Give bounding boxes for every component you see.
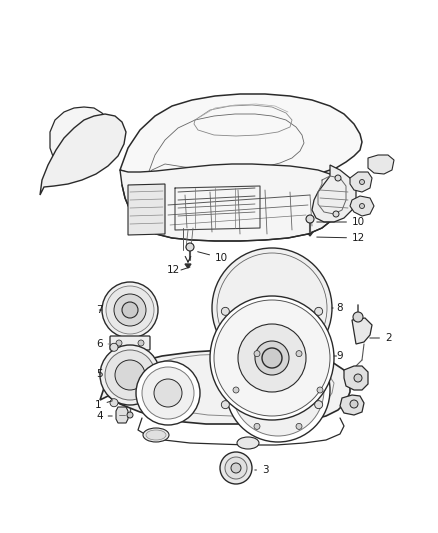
Text: 4: 4 xyxy=(96,411,112,421)
Polygon shape xyxy=(367,155,393,174)
Circle shape xyxy=(231,344,323,436)
Circle shape xyxy=(221,401,229,409)
Circle shape xyxy=(102,282,158,338)
Polygon shape xyxy=(349,196,373,216)
Text: 12: 12 xyxy=(166,265,180,275)
Polygon shape xyxy=(128,184,165,235)
Polygon shape xyxy=(120,164,339,241)
Circle shape xyxy=(233,387,238,393)
Circle shape xyxy=(334,175,340,181)
Circle shape xyxy=(305,215,313,223)
Circle shape xyxy=(154,379,182,407)
Circle shape xyxy=(261,348,281,368)
Circle shape xyxy=(186,243,194,251)
Ellipse shape xyxy=(146,430,166,440)
Circle shape xyxy=(249,362,305,418)
Circle shape xyxy=(219,452,251,484)
Polygon shape xyxy=(120,94,361,182)
Circle shape xyxy=(212,248,331,368)
FancyBboxPatch shape xyxy=(110,336,150,350)
Circle shape xyxy=(254,341,288,375)
Circle shape xyxy=(225,457,247,479)
Polygon shape xyxy=(343,378,353,388)
Circle shape xyxy=(295,423,301,430)
Polygon shape xyxy=(311,165,355,222)
Circle shape xyxy=(216,253,326,363)
Circle shape xyxy=(254,351,259,357)
Circle shape xyxy=(106,286,154,334)
Text: 9: 9 xyxy=(333,351,342,361)
Circle shape xyxy=(141,367,194,419)
Polygon shape xyxy=(343,366,367,390)
Polygon shape xyxy=(40,114,126,195)
Circle shape xyxy=(254,423,259,430)
Text: 6: 6 xyxy=(96,339,108,349)
Ellipse shape xyxy=(143,428,169,442)
Circle shape xyxy=(105,350,155,400)
Text: 10: 10 xyxy=(316,217,364,227)
Polygon shape xyxy=(339,395,363,415)
Circle shape xyxy=(352,312,362,322)
Circle shape xyxy=(100,345,159,405)
Circle shape xyxy=(359,204,364,208)
Polygon shape xyxy=(351,318,371,344)
Text: 2: 2 xyxy=(369,333,391,343)
Circle shape xyxy=(116,340,122,346)
Circle shape xyxy=(237,324,305,392)
Circle shape xyxy=(158,371,166,379)
Circle shape xyxy=(110,343,118,351)
Circle shape xyxy=(209,296,333,420)
Polygon shape xyxy=(116,407,128,423)
Polygon shape xyxy=(100,350,349,424)
Circle shape xyxy=(332,211,338,217)
Circle shape xyxy=(213,300,329,416)
Text: 3: 3 xyxy=(254,465,268,475)
Polygon shape xyxy=(184,264,191,268)
Circle shape xyxy=(359,180,364,184)
Circle shape xyxy=(221,308,229,316)
Circle shape xyxy=(316,387,322,393)
Polygon shape xyxy=(306,232,312,236)
Text: 7: 7 xyxy=(96,305,102,315)
Polygon shape xyxy=(349,172,371,192)
Circle shape xyxy=(110,399,118,407)
Circle shape xyxy=(230,463,240,473)
Text: 10: 10 xyxy=(197,252,228,263)
Circle shape xyxy=(127,412,133,418)
Circle shape xyxy=(314,308,322,316)
Text: 12: 12 xyxy=(316,233,364,243)
Circle shape xyxy=(122,302,138,318)
Ellipse shape xyxy=(237,437,258,449)
Circle shape xyxy=(136,361,200,425)
Text: 8: 8 xyxy=(331,303,342,313)
Circle shape xyxy=(114,294,146,326)
Circle shape xyxy=(115,360,145,390)
Circle shape xyxy=(353,374,361,382)
Text: 5: 5 xyxy=(96,369,102,379)
Circle shape xyxy=(314,401,322,409)
Circle shape xyxy=(226,338,329,442)
Circle shape xyxy=(295,351,301,357)
Circle shape xyxy=(138,340,144,346)
Polygon shape xyxy=(50,107,110,178)
Circle shape xyxy=(349,400,357,408)
Text: 1: 1 xyxy=(95,400,112,410)
